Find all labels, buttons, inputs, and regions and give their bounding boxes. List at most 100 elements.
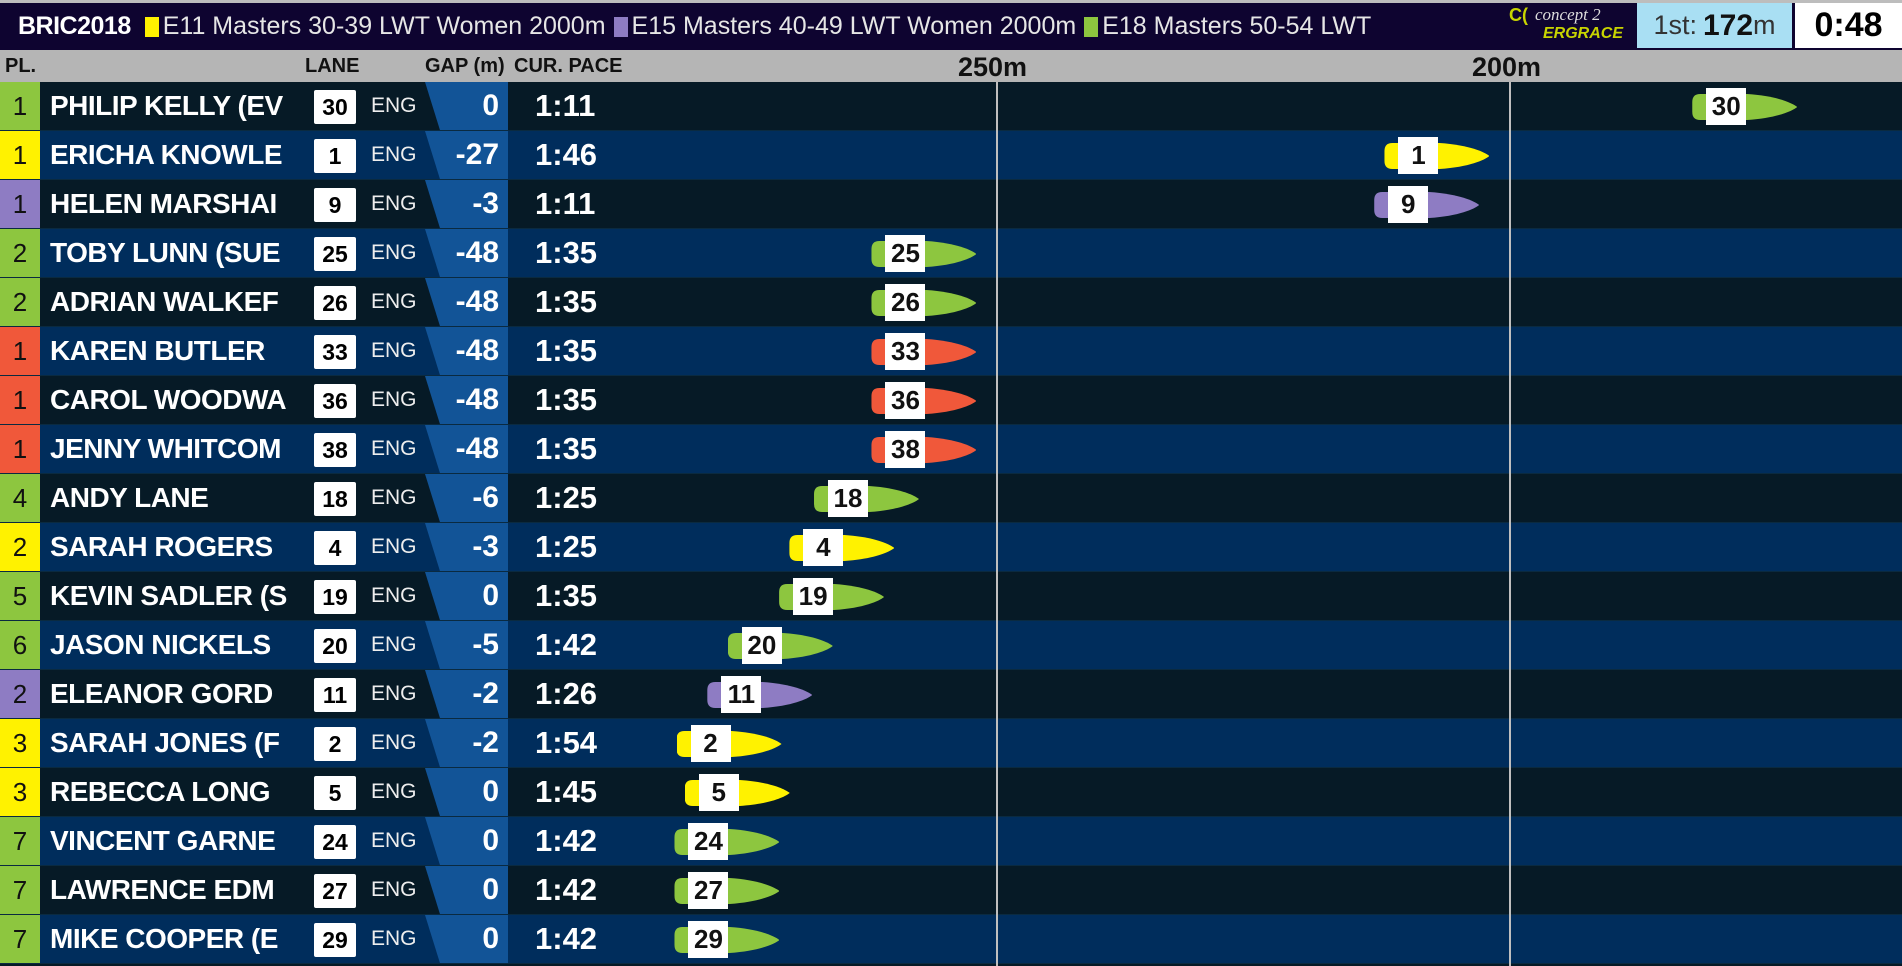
table-row[interactable]: 2 ELEANOR GORD 11 ENG -2 1:26 11 xyxy=(0,670,1902,719)
event-legend-e18: E18 Masters 50-54 LWT xyxy=(1084,12,1371,41)
current-pace: 1:26 xyxy=(535,676,598,711)
country: ENG xyxy=(371,94,417,117)
lane-badge: 36 xyxy=(314,384,356,418)
lane-badge: 26 xyxy=(314,286,356,320)
country: ENG xyxy=(371,388,417,411)
place-cell: 7 xyxy=(0,866,40,914)
event-swatch xyxy=(144,16,159,37)
boat-lane-label: 24 xyxy=(688,823,729,860)
leader-label: 1st: xyxy=(1653,10,1697,40)
boat-lane-label: 27 xyxy=(688,872,729,909)
table-row[interactable]: 1 ERICHA KNOWLE 1 ENG -27 1:46 1 xyxy=(0,131,1902,180)
boat-lane-label: 18 xyxy=(828,480,869,517)
country: ENG xyxy=(371,241,417,264)
table-row[interactable]: 1 JENNY WHITCOM 38 ENG -48 1:35 38 xyxy=(0,425,1902,474)
current-pace: 1:11 xyxy=(535,186,596,221)
current-pace: 1:35 xyxy=(535,578,598,613)
gap-value: -27 xyxy=(425,131,508,179)
boat-lane-label: 38 xyxy=(885,431,926,468)
athlete-name: KAREN BUTLER xyxy=(50,335,265,366)
gap-value: 0 xyxy=(425,82,508,130)
col-gap: GAP (m) xyxy=(425,55,505,77)
athlete-name: CAROL WOODWA xyxy=(50,384,287,415)
gap-value: 0 xyxy=(425,572,508,620)
gap-value: -6 xyxy=(425,474,508,522)
boat-lane-label: 33 xyxy=(885,333,926,370)
table-row[interactable]: 7 MIKE COOPER (E 29 ENG 0 1:42 29 xyxy=(0,915,1902,964)
lane-badge: 25 xyxy=(314,237,356,271)
place-cell: 1 xyxy=(0,82,40,130)
boat-lane-label: 5 xyxy=(698,774,739,811)
mark-250m: 250m xyxy=(958,52,1028,82)
country: ENG xyxy=(371,437,417,460)
gap-value: -48 xyxy=(425,376,508,424)
place-cell: 3 xyxy=(0,719,40,767)
place-cell: 2 xyxy=(0,670,40,718)
boat-lane-label: 2 xyxy=(690,725,731,762)
marker-line-200m xyxy=(1509,82,1511,966)
table-row[interactable]: 5 KEVIN SADLER (S 19 ENG 0 1:35 19 xyxy=(0,572,1902,621)
table-row[interactable]: 3 SARAH JONES (F 2 ENG -2 1:54 2 xyxy=(0,719,1902,768)
table-row[interactable]: 2 SARAH ROGERS 4 ENG -3 1:25 4 xyxy=(0,523,1902,572)
athlete-name: PHILIP KELLY (EV xyxy=(50,90,283,121)
boat-lane-label: 20 xyxy=(741,627,782,664)
lane-badge: 9 xyxy=(314,188,356,222)
table-row[interactable]: 1 PHILIP KELLY (EV 30 ENG 0 1:11 30 xyxy=(0,82,1902,131)
gap-value: -48 xyxy=(425,327,508,375)
table-row[interactable]: 2 TOBY LUNN (SUE 25 ENG -48 1:35 25 xyxy=(0,229,1902,278)
gap-value: 0 xyxy=(425,817,508,865)
table-row[interactable]: 7 LAWRENCE EDM 27 ENG 0 1:42 27 xyxy=(0,866,1902,915)
current-pace: 1:11 xyxy=(535,88,596,123)
gap-value: -48 xyxy=(425,229,508,277)
lane-badge: 18 xyxy=(314,482,356,516)
table-row[interactable]: 1 HELEN MARSHAI 9 ENG -3 1:11 9 xyxy=(0,180,1902,229)
lane-badge: 29 xyxy=(314,923,356,957)
table-row[interactable]: 7 VINCENT GARNE 24 ENG 0 1:42 24 xyxy=(0,817,1902,866)
table-row[interactable]: 6 JASON NICKELS 20 ENG -5 1:42 20 xyxy=(0,621,1902,670)
boat-lane-label: 1 xyxy=(1398,137,1439,174)
country: ENG xyxy=(371,143,417,166)
event-label: E11 Masters 30-39 LWT Women 2000m xyxy=(162,12,606,40)
leader-distance: 1st: 172 m xyxy=(1637,3,1792,48)
gap-value: 0 xyxy=(425,915,508,963)
athlete-name: JENNY WHITCOM xyxy=(50,433,282,464)
country: ENG xyxy=(371,829,417,852)
gap-value: 0 xyxy=(425,866,508,914)
event-label: E18 Masters 50-54 LWT xyxy=(1102,12,1372,40)
table-row[interactable]: 3 REBECCA LONG 5 ENG 0 1:45 5 xyxy=(0,768,1902,817)
table-row[interactable]: 1 KAREN BUTLER 33 ENG -48 1:35 33 xyxy=(0,327,1902,376)
table-row[interactable]: 4 ANDY LANE 18 ENG -6 1:25 18 xyxy=(0,474,1902,523)
col-pace: CUR. PACE xyxy=(514,55,623,77)
gap-value: -2 xyxy=(425,670,508,718)
column-header: PL. LANE GAP (m) CUR. PACE 250m 200m xyxy=(0,50,1902,82)
current-pace: 1:35 xyxy=(535,333,598,368)
table-row[interactable]: 2 ADRIAN WALKEF 26 ENG -48 1:35 26 xyxy=(0,278,1902,327)
place-cell: 1 xyxy=(0,425,40,473)
gap-value: -3 xyxy=(425,523,508,571)
country: ENG xyxy=(371,290,417,313)
country: ENG xyxy=(371,486,417,509)
lane-badge: 4 xyxy=(314,531,356,565)
boat-lane-label: 4 xyxy=(803,529,844,566)
event-legend-e11: E11 Masters 30-39 LWT Women 2000m xyxy=(144,12,606,41)
athlete-name: HELEN MARSHAI xyxy=(50,188,277,219)
place-cell: 5 xyxy=(0,572,40,620)
lane-badge: 2 xyxy=(314,727,356,761)
athlete-name: JASON NICKELS xyxy=(50,629,271,660)
boat-lane-label: 19 xyxy=(793,578,834,615)
boat-lane-label: 9 xyxy=(1388,186,1429,223)
athlete-name: KEVIN SADLER (S xyxy=(50,580,287,611)
table-row[interactable]: 1 CAROL WOODWA 36 ENG -48 1:35 36 xyxy=(0,376,1902,425)
country: ENG xyxy=(371,535,417,558)
country: ENG xyxy=(371,731,417,754)
athlete-name: ELEANOR GORD xyxy=(50,678,273,709)
concept2-ergrace-logo: C( concept 2 ERGRACE xyxy=(1505,3,1635,48)
logo-brand: concept 2 xyxy=(1535,5,1601,24)
athlete-name: ERICHA KNOWLE xyxy=(50,139,283,170)
logo-sub: ERGRACE xyxy=(1543,25,1624,42)
country: ENG xyxy=(371,780,417,803)
athlete-name: ANDY LANE xyxy=(50,482,209,513)
lane-badge: 11 xyxy=(314,678,356,712)
lane-badge: 38 xyxy=(314,433,356,467)
current-pace: 1:35 xyxy=(535,284,598,319)
